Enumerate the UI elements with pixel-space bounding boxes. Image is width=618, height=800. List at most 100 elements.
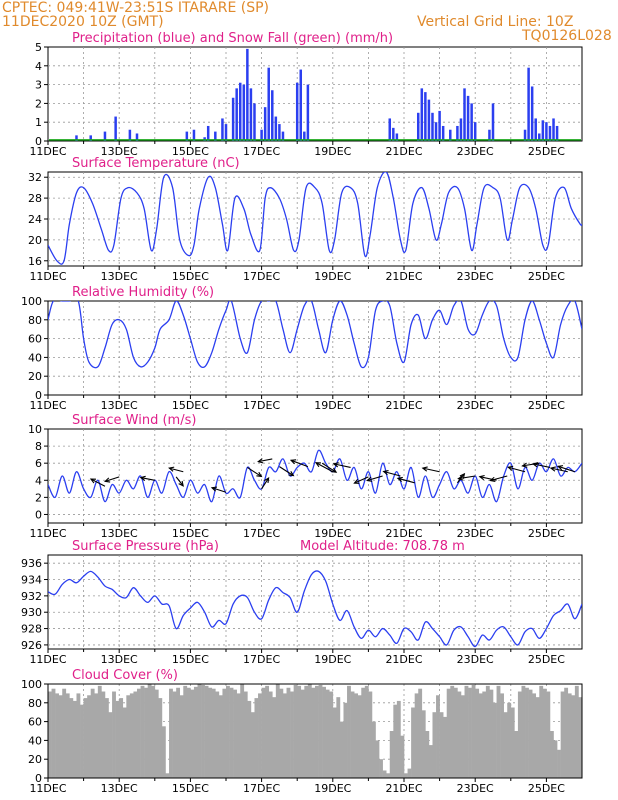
y-tick-label: 2	[35, 97, 42, 110]
precip-bar	[395, 133, 399, 141]
precip-bar	[488, 129, 491, 141]
y-tick-label: 0	[35, 508, 42, 521]
precip-bar	[267, 67, 270, 141]
cloud-bar	[126, 695, 131, 778]
cloud-bar	[51, 688, 56, 778]
precip-bar	[441, 125, 445, 141]
precip-bar	[246, 48, 249, 141]
cloud-bar	[290, 691, 294, 778]
wind-arrow-head	[507, 465, 514, 471]
x-tick-label: 21DEC	[385, 399, 422, 412]
precip-bar	[538, 133, 541, 141]
x-tick-label: 19DEC	[314, 527, 351, 540]
precip-bar	[271, 90, 274, 141]
precip-bar	[221, 118, 224, 141]
y-tick-label: 100	[21, 678, 42, 691]
precip-bar	[466, 95, 470, 141]
wind-arrow	[354, 476, 369, 484]
cloud-bar	[94, 693, 99, 778]
cloud-bar	[58, 695, 63, 778]
cloud-bar	[386, 773, 391, 778]
x-tick-label: 15DEC	[172, 399, 209, 412]
panel-title: Surface Wind (m/s)	[72, 413, 196, 428]
panel-frame-overlay	[47, 683, 583, 779]
cloud-bar	[393, 704, 398, 778]
precip-bar	[89, 135, 92, 141]
cloud-bar	[133, 691, 138, 778]
y-tick-label: 80	[28, 314, 42, 327]
cloud-bar	[176, 687, 181, 778]
x-tick-label: 11DEC	[29, 399, 66, 412]
cloud-bar	[453, 687, 458, 778]
x-tick-label: 17DEC	[243, 527, 280, 540]
cloud-bar	[211, 688, 216, 778]
cloud-bar	[450, 685, 455, 778]
cloud-bar	[428, 745, 433, 778]
wind-arrow	[90, 478, 106, 487]
cloud-bar	[147, 684, 152, 778]
precip-bar	[470, 103, 473, 141]
x-tick-label: 23DEC	[457, 527, 494, 540]
y-tick-label: 4	[35, 474, 42, 487]
cloud-bar	[325, 689, 330, 778]
wind-arrow	[258, 458, 273, 463]
header-station: CPTEC: 049:41W-23:51S ITARARE (SP)	[2, 0, 270, 16]
precip-bar	[306, 84, 310, 141]
cloud-bar	[307, 684, 312, 778]
wind-arrow-head	[489, 476, 496, 482]
wind-arrow	[383, 470, 401, 477]
precip-bar	[299, 69, 303, 141]
cloud-bar	[439, 712, 444, 778]
cloud-bar	[457, 691, 462, 778]
x-tick-label: 13DEC	[101, 399, 138, 412]
cloud-bar	[304, 685, 309, 778]
cloud-bar	[297, 685, 302, 778]
cloud-bar	[332, 707, 337, 778]
cloud-bar	[493, 702, 497, 778]
wind-arrow	[508, 466, 526, 473]
cloud-bar	[300, 689, 305, 778]
cloud-bar	[258, 693, 262, 778]
y-tick-label: 60	[28, 716, 42, 729]
y-tick-label: 934	[21, 574, 42, 587]
precip-bar	[459, 118, 463, 141]
cloud-bar	[293, 684, 298, 778]
x-tick-label: 19DEC	[314, 145, 351, 158]
cloud-bar	[400, 735, 405, 778]
y-tick-label: 24	[28, 213, 42, 226]
precip-bar	[303, 131, 306, 141]
y-tick-label: 80	[28, 697, 42, 710]
wind-arrow	[333, 463, 351, 468]
x-tick-label: 23DEC	[457, 399, 494, 412]
x-tick-label: 13DEC	[101, 653, 138, 666]
cloud-bar	[322, 686, 326, 778]
x-tick-label: 11DEC	[29, 527, 66, 540]
precip-bar	[235, 88, 238, 141]
cloud-bar	[186, 687, 191, 778]
precip-bar	[530, 86, 534, 141]
precip-bar	[392, 127, 395, 141]
precip-bar	[231, 97, 235, 141]
wind-arrow-head	[103, 477, 111, 483]
wind-arrow-head	[421, 466, 428, 472]
cloud-bar	[179, 695, 184, 778]
cloud-bar	[218, 695, 223, 778]
y-tick-label: 20	[28, 753, 42, 766]
cloud-bar	[261, 687, 266, 778]
precip-bar	[249, 88, 253, 141]
cloud-bar	[169, 688, 173, 778]
wind-arrow-head	[457, 475, 464, 481]
x-tick-label: 23DEC	[457, 270, 494, 283]
cloud-bar	[542, 688, 547, 778]
wind-arrow	[279, 466, 294, 477]
wind-arrow-head	[332, 462, 339, 468]
cloud-bar	[122, 707, 127, 778]
cloud-bar	[496, 685, 501, 778]
y-tick-label: 16	[28, 255, 42, 268]
cloud-bar	[272, 697, 277, 778]
cloud-bar	[90, 688, 95, 778]
x-tick-label: 21DEC	[385, 782, 422, 795]
cloud-bar	[104, 698, 109, 778]
cloud-bar	[482, 691, 487, 778]
